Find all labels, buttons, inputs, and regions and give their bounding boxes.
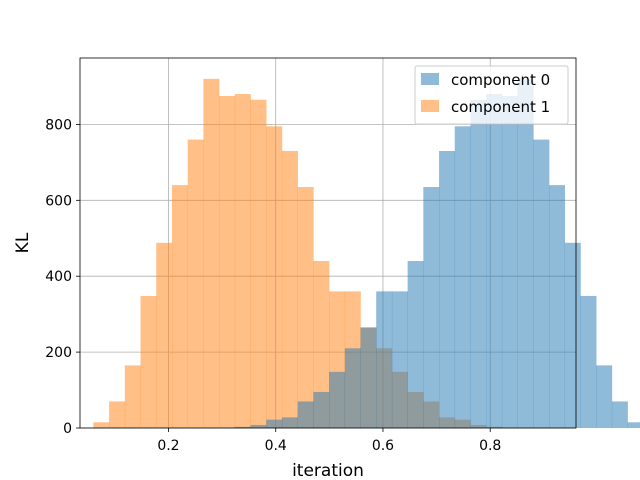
legend-swatch-component-1: [421, 100, 439, 112]
y-tick-label-2: 400: [45, 269, 72, 285]
bar-series0-bin-22: [439, 150, 456, 428]
bar-series0-bin-18: [376, 291, 393, 428]
bar-series0-bin-34: [627, 422, 640, 428]
bar-series1-bin-6: [187, 139, 204, 429]
bar-series0-bin-14: [313, 391, 330, 428]
y-tick-label-0: 0: [63, 421, 72, 437]
bar-series0-bin-13: [297, 401, 314, 428]
x-tick-label-0: 0.2: [157, 438, 179, 454]
bar-series0-bin-33: [611, 401, 628, 428]
bar-series0-bin-29: [549, 185, 566, 428]
bar-series0-bin-9: [234, 426, 251, 428]
y-axis-label: KL: [13, 232, 33, 253]
legend-box: [414, 65, 569, 125]
bar-series1-bin-14: [313, 261, 330, 428]
bar-series0-bin-19: [391, 291, 408, 428]
bar-series0-bin-26: [501, 95, 518, 428]
legend: component 0 component 1: [414, 65, 569, 125]
bar-series0-bin-23: [454, 126, 471, 429]
plot-frame: [79, 57, 577, 429]
x-axis-ticks: 0.2 0.4 0.6 0.8: [157, 428, 501, 454]
bar-series0-bin-27: [517, 78, 534, 428]
bar-series1-bin-7: [203, 78, 220, 428]
bar-series1-bin-3: [140, 295, 157, 428]
bar-series0-bin-12: [281, 417, 298, 428]
bar-series1-bin-12: [281, 150, 298, 428]
y-tick-label-4: 800: [45, 117, 72, 133]
bar-series1-bin-9: [234, 94, 251, 429]
x-tick-label-3: 0.8: [479, 438, 501, 454]
bar-series0-bin-10: [250, 424, 267, 428]
bar-series0-bin-17: [360, 327, 377, 428]
legend-label-component-0: component 0: [451, 71, 550, 89]
bar-series1-bin-0: [93, 422, 110, 428]
bar-series0-bin-28: [533, 139, 550, 429]
x-tick-label-2: 0.6: [372, 438, 394, 454]
bar-series0-bin-32: [596, 365, 613, 428]
legend-label-component-1: component 1: [451, 98, 550, 116]
series-component-0-bars: [234, 78, 640, 429]
bar-series1-bin-2: [124, 365, 141, 428]
x-axis-label: iteration: [292, 461, 364, 480]
bar-series0-bin-25: [486, 94, 503, 429]
bar-series1-bin-11: [266, 126, 283, 429]
bar-series1-bin-5: [171, 185, 188, 428]
bar-series0-bin-15: [329, 371, 346, 428]
bar-series0-bin-31: [580, 295, 597, 428]
x-tick-label-1: 0.4: [265, 438, 287, 454]
bar-series0-bin-30: [564, 242, 581, 428]
y-axis-ticks: 0 200 400 600 800: [45, 117, 80, 437]
bar-series0-bin-11: [266, 419, 283, 428]
bar-series0-bin-21: [423, 187, 440, 428]
bar-series0-bin-24: [470, 99, 487, 428]
legend-swatch-component-0: [421, 73, 439, 85]
y-tick-label-1: 200: [45, 345, 72, 361]
y-tick-label-3: 600: [45, 193, 72, 209]
bar-series0-bin-16: [344, 348, 361, 428]
bar-series1-bin-10: [250, 99, 267, 428]
bar-series1-bin-13: [297, 187, 314, 428]
bar-series1-bin-1: [109, 401, 126, 428]
bar-series1-bin-4: [156, 242, 173, 428]
bar-series1-bin-8: [219, 95, 236, 428]
bar-series0-bin-20: [407, 261, 424, 428]
series-component-1-bars: [93, 78, 503, 429]
